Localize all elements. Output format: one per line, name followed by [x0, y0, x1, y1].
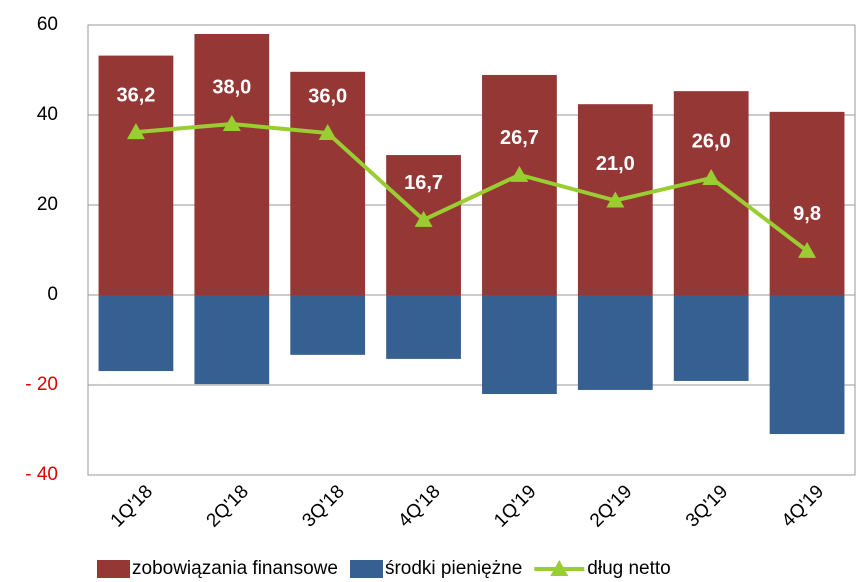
y-tick-label: 20: [37, 194, 58, 215]
line-marker: [702, 169, 721, 185]
bar: [769, 111, 845, 295]
data-label: 21,0: [596, 153, 635, 175]
legend-label: zobowiązania finansowe: [132, 558, 338, 579]
legend-swatch: [97, 560, 130, 578]
y-tick-label: - 40: [25, 464, 58, 485]
bar: [769, 295, 845, 435]
data-label: 26,0: [692, 130, 731, 152]
x-tick-label: 3Q'19: [682, 481, 732, 531]
bar: [194, 295, 270, 385]
legend-label: dług netto: [587, 558, 670, 579]
legend-swatch: [349, 560, 383, 578]
y-tick-label: 60: [37, 14, 58, 35]
bar: [673, 295, 749, 381]
bar: [194, 34, 270, 295]
bar: [290, 295, 366, 355]
x-tick-label: 2Q'19: [586, 481, 636, 531]
legend-marker: [550, 560, 569, 576]
legend-label: środki pieniężne: [385, 558, 522, 579]
net-debt-line: [135, 121, 809, 253]
x-tick-label: 4Q'18: [394, 481, 444, 531]
x-tick-label: 1Q'18: [107, 481, 157, 531]
y-tick-label: - 20: [25, 374, 58, 395]
data-label: 36,2: [116, 84, 155, 106]
line-marker: [798, 241, 817, 258]
data-label: 16,7: [404, 172, 443, 194]
line-marker: [414, 210, 433, 227]
line-marker: [318, 124, 337, 140]
x-tick-label: 1Q'19: [490, 481, 540, 531]
data-label: 38,0: [212, 76, 251, 98]
x-tick-label: 3Q'18: [298, 481, 348, 531]
bar: [98, 55, 174, 295]
bar: [290, 71, 366, 295]
bar: [98, 295, 174, 372]
line-marker: [222, 115, 241, 131]
bar: [673, 91, 749, 296]
data-label: 36,0: [308, 85, 347, 107]
line-marker: [126, 123, 145, 140]
line-marker: [510, 165, 529, 182]
y-tick-label: 0: [47, 284, 58, 305]
bar: [482, 295, 557, 394]
bar: [577, 295, 653, 390]
line-marker: [606, 191, 625, 208]
x-tick-label: 2Q'18: [203, 481, 253, 531]
bar: [386, 295, 461, 359]
data-label: 9,8: [793, 203, 821, 225]
data-label: 26,7: [500, 127, 539, 149]
x-tick-label: 4Q'19: [778, 481, 828, 531]
y-tick-label: 40: [37, 104, 58, 125]
